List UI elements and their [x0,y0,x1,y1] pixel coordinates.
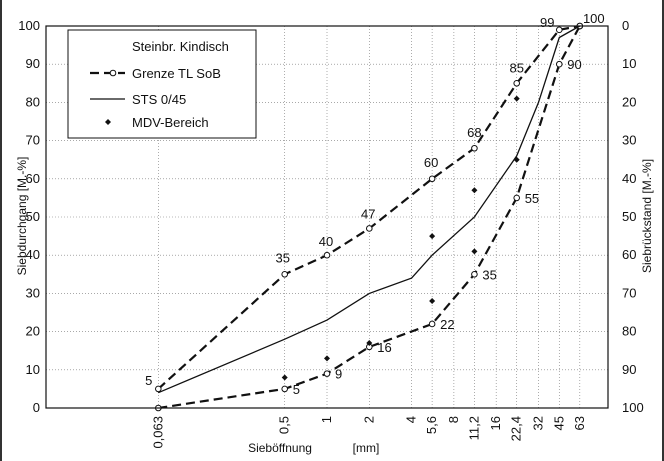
left-page-edge [0,0,2,461]
legend-label-mdv: MDV-Bereich [132,115,209,130]
y-axis-title-right: Siebrückstand [M.-%] [640,159,654,273]
y-axis-title-left: Siebdurchgang [M.-%] [15,157,29,276]
grenze-lower-data-label: 9 [335,367,342,382]
grenze-lower-point [555,60,563,68]
grenze-upper-data-label: 100 [583,11,605,26]
grenze-upper-point [428,175,436,183]
grenze-lower-point [513,194,521,202]
y-tick-label-right: 30 [622,133,636,148]
y-tick-label-left: 80 [26,94,40,109]
grenze-upper-data-label: 60 [424,155,438,170]
grenze-upper-data-label: 5 [145,373,152,388]
y-tick-label-right: 40 [622,171,636,186]
grenze-upper-point [513,80,521,87]
grenze-lower-data-label: 35 [482,267,496,282]
y-tick-label-right: 80 [622,324,636,339]
grenze-upper-data-label: 68 [467,125,481,140]
y-tick-label-left: 20 [26,324,40,339]
mdv-point [513,95,520,102]
legend-label-grenze: Grenze TL SoB [132,66,221,81]
grenze-upper-line [157,24,581,390]
grenze-upper-data-label: 99 [540,15,554,30]
grenze-lower-point [428,320,436,328]
x-tick-label: 11,2 [466,416,481,440]
y-tick-label-right: 60 [622,247,636,262]
x-tick-label: 0,5 [277,416,292,434]
mdv-point [324,355,330,362]
grenze-upper-point [281,271,289,278]
x-tick-label: 32 [530,416,545,430]
y-tick-label-left: 50 [26,209,40,224]
x-axis-unit: [mm] [353,441,380,455]
y-tick-label-right: 100 [622,400,644,415]
grenze-lower-data-label: 22 [440,317,454,332]
right-page-edge [662,0,664,461]
grenze-lower-point [281,385,289,393]
y-tick-label-left: 40 [26,247,40,262]
legend-box [67,29,257,139]
x-tick-label: 4 [404,416,419,423]
x-axis-title: Sieböffnung [248,441,312,455]
x-tick-label: 8 [446,416,461,423]
y-tick-label-left: 0 [33,400,40,415]
mdv-point [513,156,520,163]
y-tick-label-left: 70 [26,133,40,148]
y-tick-label-right: 50 [622,209,636,224]
y-tick-label-right: 20 [622,94,636,109]
y-tick-label-left: 30 [26,285,40,300]
y-tick-label-right: 0 [622,18,629,33]
x-tick-label: 45 [551,416,566,430]
x-tick-label: 1 [319,416,334,423]
legend-title: Steinbr. Kindisch [132,39,229,54]
legend-marker-mdv [105,119,111,125]
grenze-upper-point [323,251,331,259]
grenze-lower-data-label: 5 [293,382,300,397]
legend: Steinbr. Kindisch Grenze TL SoB STS 0/45… [67,29,257,139]
mdv-point [471,248,478,255]
mdv-point [281,374,288,381]
grenze-lower-data-label: 16 [377,340,391,355]
grid-layer [46,25,608,409]
mdv-point [366,340,373,347]
grenze-lower-line [158,25,581,410]
grenze-upper-point [471,144,478,152]
y-tick-label-right: 70 [622,285,636,300]
grenze-lower-data-label: 90 [567,57,581,72]
grenze-upper-point [155,385,162,393]
grenze-upper-data-label: 40 [319,234,333,249]
x-tick-label: 2 [361,416,376,423]
y-tick-label-left: 60 [26,171,40,186]
grenze-lower-point [323,370,331,377]
y-tick-label-left: 90 [26,56,40,71]
y-tick-label-right: 10 [622,56,636,71]
y-tick-label-left: 10 [26,362,40,377]
data-label-layer: 5 35 40 47 60 68 85 99 100 5 9 16 22 35 55 90 [145,11,605,397]
mdv-point [429,233,436,240]
mdv-point [429,298,436,305]
x-tick-label: 0,063 [150,416,165,449]
mdv-point [471,187,478,194]
grenze-upper-data-label: 35 [275,250,289,265]
y-tick-label-left: 100 [18,18,40,33]
x-tick-label: 22,4 [509,416,524,441]
grenze-lower-point [471,271,478,278]
x-tick-label: 16 [488,416,503,430]
grenze-lower-data-label: 55 [525,191,539,206]
x-tick-label: 63 [572,416,587,430]
plot-frame [45,25,609,409]
legend-marker-grenze [109,69,117,77]
legend-label-sts: STS 0/45 [132,92,186,107]
grenze-upper-point [555,26,563,34]
y-tick-label-right: 90 [622,362,636,377]
sts-line [158,25,581,394]
series-layer [155,22,584,412]
grenze-upper-point [365,225,373,232]
x-tick-label: 5,6 [424,416,439,434]
grenze-upper-data-label: 47 [361,206,375,221]
grenze-upper-data-label: 85 [509,60,523,75]
